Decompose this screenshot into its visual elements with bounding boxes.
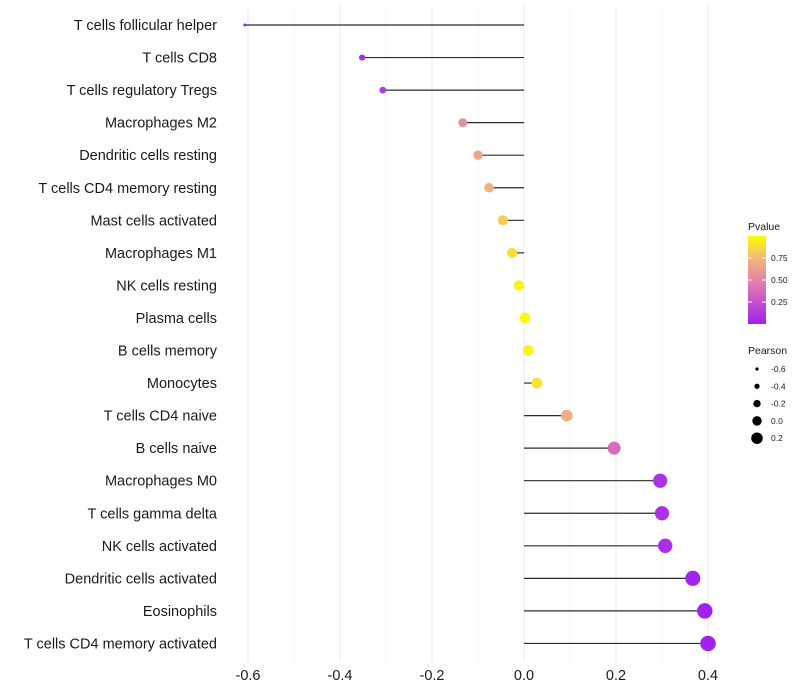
lollipop-point (522, 345, 534, 356)
y-axis-label: NK cells activated (102, 539, 217, 555)
y-axis-label: B cells memory (118, 344, 218, 360)
color-legend-bar (748, 236, 766, 324)
lollipop-point (700, 635, 716, 652)
y-axis-label: Macrophages M0 (105, 474, 217, 490)
y-axis-labels: T cells follicular helper T cells CD8 T ce… (24, 18, 218, 652)
size-legend-point (755, 367, 759, 371)
x-tick-label: 0.2 (606, 668, 626, 684)
color-legend-label: 0.25 (771, 297, 788, 307)
lollipop-point (458, 118, 468, 128)
lollipop-point (358, 54, 366, 61)
y-axis-label: Plasma cells (136, 311, 217, 327)
size-legend-label: -0.2 (771, 399, 786, 409)
y-axis-label: Macrophages M1 (105, 246, 217, 262)
y-axis-label: T cells CD4 naive (104, 409, 217, 425)
y-axis-label: T cells regulatory Tregs (67, 83, 217, 99)
x-axis-tick-labels: -0.6 -0.4 -0.2 0.0 0.2 0.4 (236, 668, 719, 684)
color-legend-label: 0.75 (771, 253, 788, 263)
y-axis-label: Mast cells activated (90, 213, 217, 229)
lollipop-point (513, 280, 525, 291)
x-tick-label: -0.2 (420, 668, 445, 684)
size-legend-point (753, 399, 761, 408)
color-legend-label: 0.50 (771, 275, 788, 285)
y-axis-label: Macrophages M2 (105, 116, 217, 132)
size-legend-label: 0.2 (771, 433, 783, 443)
lollipop-point (531, 377, 543, 389)
lollipop-point (506, 247, 518, 258)
lollipop-stems (244, 24, 708, 645)
x-tick-label: -0.6 (236, 668, 261, 684)
lollipop-point (685, 570, 701, 586)
y-axis-label: Dendritic cells resting (79, 148, 217, 164)
y-axis-label: T cells CD8 (142, 51, 217, 67)
grid-lines (247, 5, 709, 662)
size-legend-point (751, 432, 763, 444)
size-legend-label: 0.0 (771, 416, 783, 426)
x-tick-label: -0.4 (328, 668, 353, 684)
lollipop-point (519, 312, 531, 324)
lollipop-point (654, 506, 670, 521)
size-legend-label: -0.4 (771, 381, 786, 391)
y-axis-label: Eosinophils (143, 604, 217, 620)
lollipop-point (379, 86, 387, 94)
size-legend-title: Pearson (748, 345, 787, 357)
lollipop-point (697, 603, 713, 619)
lollipop-point (658, 538, 673, 553)
y-axis-label: T cells gamma delta (88, 506, 218, 522)
lollipop-point (243, 23, 247, 27)
lollipop-point (497, 215, 508, 226)
legend: Pvalue 0.75 0.50 0.25 Pearson -0.6 -0.4 -0.2… (748, 221, 788, 444)
y-axis-label: Dendritic cells activated (65, 571, 217, 587)
lollipop-points (243, 23, 716, 652)
lollipop-point (484, 182, 494, 193)
x-tick-label: 0.0 (514, 668, 534, 684)
x-tick-label: 0.4 (698, 668, 718, 684)
y-axis-label: T cells CD4 memory activated (24, 636, 217, 652)
y-axis-label: Monocytes (147, 376, 217, 392)
lollipop-point (560, 409, 573, 422)
lollipop-point (653, 473, 668, 488)
size-legend-point (752, 416, 762, 426)
color-legend-labels: 0.75 0.50 0.25 (748, 253, 788, 307)
y-axis-label: B cells naive (136, 441, 217, 457)
y-axis-label: T cells follicular helper (74, 18, 217, 34)
size-legend-label: -0.6 (771, 364, 786, 374)
color-legend-title: Pvalue (748, 221, 780, 233)
size-legend-point (754, 383, 760, 389)
lollipop-point (607, 441, 621, 455)
size-legend-items: -0.6 -0.4 -0.2 0.0 0.2 (751, 364, 786, 444)
lollipop-point (473, 150, 483, 160)
y-axis-label: NK cells resting (116, 278, 217, 294)
y-axis-label: T cells CD4 memory resting (38, 181, 217, 197)
